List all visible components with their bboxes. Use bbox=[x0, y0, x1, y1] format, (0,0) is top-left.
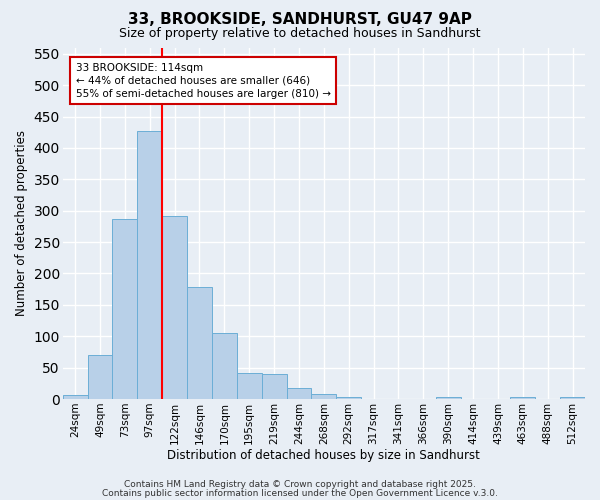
Bar bbox=[237, 372, 262, 399]
Bar bbox=[112, 219, 137, 399]
Bar bbox=[187, 288, 212, 399]
Bar bbox=[212, 333, 237, 399]
Bar bbox=[162, 216, 187, 399]
Y-axis label: Number of detached properties: Number of detached properties bbox=[15, 130, 28, 316]
Bar bbox=[336, 396, 361, 399]
Bar bbox=[88, 355, 112, 399]
X-axis label: Distribution of detached houses by size in Sandhurst: Distribution of detached houses by size … bbox=[167, 450, 480, 462]
Text: 33, BROOKSIDE, SANDHURST, GU47 9AP: 33, BROOKSIDE, SANDHURST, GU47 9AP bbox=[128, 12, 472, 28]
Bar bbox=[63, 394, 88, 399]
Bar bbox=[311, 394, 336, 399]
Bar bbox=[262, 374, 287, 399]
Bar bbox=[287, 388, 311, 399]
Text: 33 BROOKSIDE: 114sqm
← 44% of detached houses are smaller (646)
55% of semi-deta: 33 BROOKSIDE: 114sqm ← 44% of detached h… bbox=[76, 62, 331, 99]
Text: Size of property relative to detached houses in Sandhurst: Size of property relative to detached ho… bbox=[119, 28, 481, 40]
Bar bbox=[511, 396, 535, 399]
Bar bbox=[436, 397, 461, 399]
Text: Contains HM Land Registry data © Crown copyright and database right 2025.: Contains HM Land Registry data © Crown c… bbox=[124, 480, 476, 489]
Bar bbox=[560, 396, 585, 399]
Bar bbox=[137, 131, 162, 399]
Text: Contains public sector information licensed under the Open Government Licence v.: Contains public sector information licen… bbox=[102, 488, 498, 498]
